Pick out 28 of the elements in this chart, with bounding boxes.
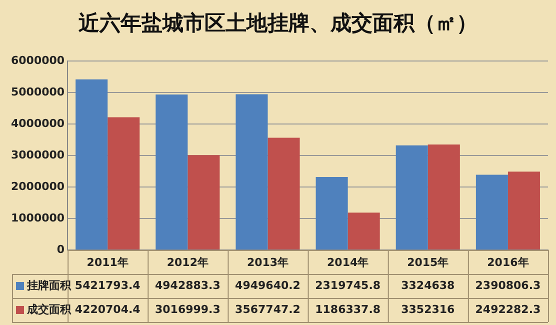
y-tick-label: 6000000 <box>11 54 65 68</box>
x-tick-label: 2012年 <box>166 256 208 269</box>
y-tick-label: 0 <box>56 242 65 256</box>
y-tick-label: 5000000 <box>11 86 65 99</box>
data-label: 2390806.3 <box>475 278 541 292</box>
legend-label: 成交面积 <box>26 302 72 316</box>
x-tick-label: 2013年 <box>246 256 289 269</box>
y-tick-label: 1000000 <box>11 211 65 224</box>
x-tick-label: 2014年 <box>327 256 369 269</box>
legend-label: 挂牌面积 <box>26 278 72 292</box>
chart-title: 近六年盐城市区土地挂牌、成交面积（㎡） <box>78 11 478 36</box>
data-label: 2319745.8 <box>315 278 381 292</box>
data-label: 3016999.3 <box>154 302 220 316</box>
data-label: 5421793.4 <box>74 278 141 292</box>
data-label: 2492282.3 <box>475 302 541 316</box>
y-tick-label: 2000000 <box>11 180 65 193</box>
y-tick-label: 3000000 <box>11 148 65 162</box>
data-label: 4949640.2 <box>235 278 300 292</box>
data-label: 4942883.3 <box>154 278 220 292</box>
data-label: 3324638 <box>401 278 455 292</box>
data-label: 3352316 <box>401 302 456 316</box>
x-tick-label: 2011年 <box>86 256 128 269</box>
y-tick-label: 4000000 <box>11 116 65 130</box>
x-tick-label: 2016年 <box>487 256 529 269</box>
data-label: 1186337.8 <box>315 302 381 316</box>
data-label: 4220704.4 <box>74 302 141 316</box>
x-tick-label: 2015年 <box>407 256 449 269</box>
data-label: 3567747.2 <box>235 302 300 316</box>
